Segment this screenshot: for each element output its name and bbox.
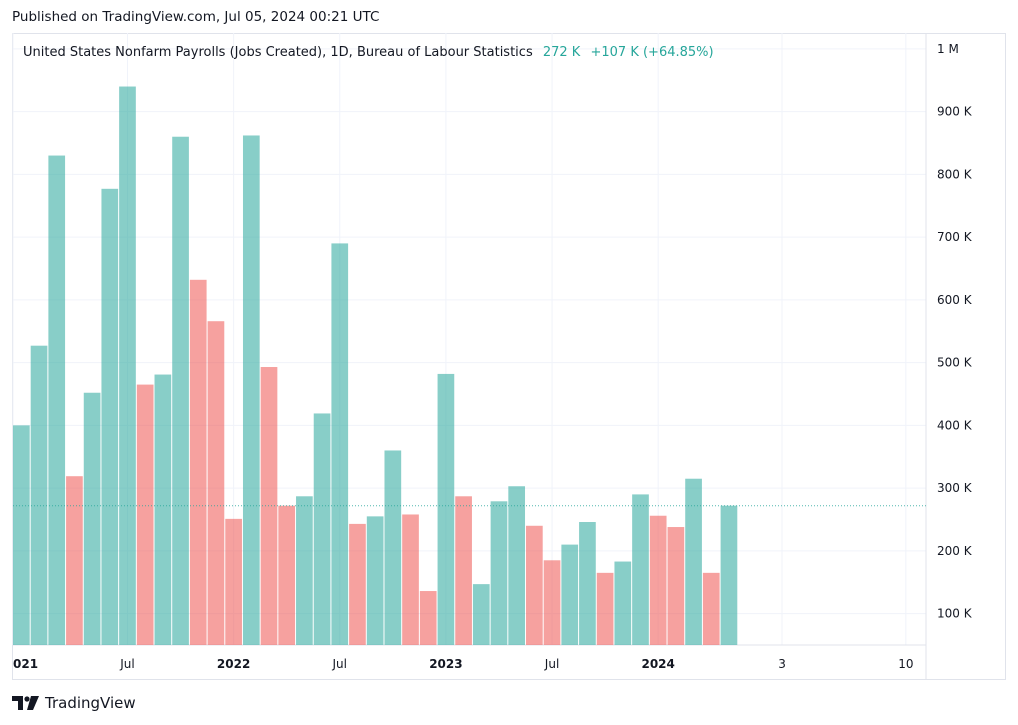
bar[interactable]: [702, 572, 720, 645]
y-tick-label: 300 K: [937, 481, 973, 495]
bar[interactable]: [48, 155, 66, 646]
bar[interactable]: [490, 501, 508, 645]
x-tick-label: 3: [778, 657, 786, 671]
y-tick-label: 800 K: [937, 167, 973, 181]
bar[interactable]: [419, 591, 437, 645]
bar[interactable]: [119, 86, 136, 645]
bar[interactable]: [472, 584, 490, 645]
bar[interactable]: [242, 135, 260, 645]
bar[interactable]: [66, 476, 83, 645]
bar[interactable]: [437, 373, 455, 645]
bar-series: [13, 86, 738, 646]
bar[interactable]: [207, 321, 225, 645]
bar[interactable]: [455, 496, 472, 645]
x-axis: 021 Jul 2022 Jul 2023 Jul 2024 3 10: [13, 657, 913, 671]
x-tick-label: 021: [13, 657, 38, 671]
bar[interactable]: [331, 243, 349, 645]
bar[interactable]: [614, 561, 632, 645]
bar[interactable]: [313, 413, 331, 645]
bar[interactable]: [101, 188, 119, 645]
bar[interactable]: [402, 514, 419, 645]
y-tick-label: 1 M: [937, 42, 959, 56]
legend-change: +107 K (+64.85%): [590, 45, 714, 60]
y-tick-label: 400 K: [937, 418, 973, 432]
bar[interactable]: [189, 279, 207, 645]
x-tick-label: Jul: [544, 657, 559, 671]
bar[interactable]: [278, 505, 296, 645]
bar[interactable]: [596, 572, 614, 645]
bar[interactable]: [154, 374, 172, 645]
bar[interactable]: [136, 384, 154, 645]
legend-last-value: 272 K: [542, 45, 581, 60]
y-axis: 100 K 200 K 300 K 400 K 500 K 600 K 700 K 800 K…: [937, 42, 973, 621]
bar[interactable]: [83, 392, 101, 645]
bar[interactable]: [579, 522, 596, 645]
x-tick-label: 2023: [429, 657, 462, 671]
bar[interactable]: [13, 425, 30, 645]
bar[interactable]: [685, 478, 702, 645]
bar[interactable]: [260, 367, 278, 645]
bar[interactable]: [384, 450, 402, 645]
y-tick-label: 900 K: [937, 105, 973, 119]
series-legend[interactable]: United States Nonfarm Payrolls (Jobs Cre…: [23, 45, 714, 60]
published-caption: Published on TradingView.com, Jul 05, 20…: [12, 9, 380, 25]
bar[interactable]: [366, 516, 384, 645]
legend-series-name: United States Nonfarm Payrolls (Jobs Cre…: [23, 45, 533, 60]
tradingview-brand[interactable]: TradingView: [12, 694, 136, 712]
y-tick-label: 200 K: [937, 544, 973, 558]
y-tick-label: 700 K: [937, 230, 973, 244]
bar[interactable]: [632, 494, 649, 645]
brand-label: TradingView: [45, 694, 136, 712]
y-tick-label: 500 K: [937, 356, 973, 370]
bar[interactable]: [225, 518, 242, 645]
bar[interactable]: [667, 527, 685, 645]
bar[interactable]: [543, 560, 561, 645]
bar[interactable]: [172, 136, 189, 645]
x-tick-label: Jul: [332, 657, 347, 671]
x-tick-label: Jul: [119, 657, 134, 671]
bar[interactable]: [296, 496, 313, 645]
bar[interactable]: [508, 486, 526, 645]
y-tick-label: 100 K: [937, 607, 973, 621]
bar[interactable]: [649, 515, 667, 645]
x-tick-label: 2024: [641, 657, 674, 671]
bar[interactable]: [720, 505, 738, 645]
x-tick-label: 10: [898, 657, 913, 671]
tradingview-logo-icon: [12, 696, 39, 710]
bar[interactable]: [30, 345, 48, 645]
y-tick-label: 600 K: [937, 293, 973, 307]
x-tick-label: 2022: [217, 657, 250, 671]
bar[interactable]: [526, 525, 543, 645]
bar[interactable]: [349, 523, 366, 645]
bar[interactable]: [561, 544, 579, 645]
